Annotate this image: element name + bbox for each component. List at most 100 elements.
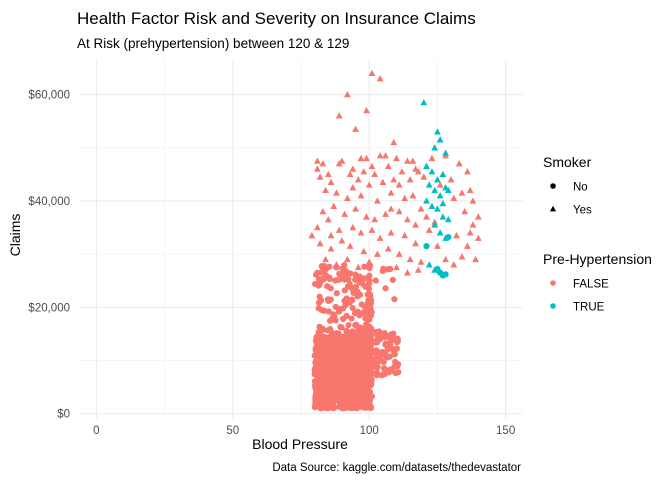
point-nonsmoker-normal [360,309,367,316]
point-nonsmoker-normal [318,358,325,366]
point-nonsmoker-normal [373,369,380,376]
point-smoker-normal [469,221,477,228]
point-nonsmoker-normal [367,293,374,300]
point-nonsmoker-normal [346,344,353,351]
point-nonsmoker-normal [339,395,346,403]
point-nonsmoker-normal [326,369,333,376]
point-nonsmoker-normal [315,305,322,312]
point-nonsmoker-normal [340,269,347,277]
point-nonsmoker-normal [325,297,332,305]
point-smoker-normal [450,261,458,268]
point-nonsmoker-normal [323,344,330,351]
point-smoker-prehypertension [428,168,436,175]
point-nonsmoker-normal [348,315,355,322]
point-smoker-normal [365,181,373,188]
point-smoker-normal [458,253,466,260]
point-nonsmoker-normal [345,352,352,359]
point-nonsmoker-normal [353,345,360,352]
x-axis-ticks: 0 50 100 150 [93,425,515,437]
point-nonsmoker-normal [391,336,399,343]
point-nonsmoker-normal [355,325,362,332]
point-nonsmoker-normal [324,283,331,290]
point-smoker-normal [458,189,466,196]
point-smoker-prehypertension [420,98,428,106]
point-smoker-normal [313,223,321,231]
legend-label: FALSE [573,279,609,291]
point-smoker-normal [474,213,482,220]
point-nonsmoker-normal [312,337,319,344]
point-smoker-normal [395,207,403,215]
point-smoker-normal [409,157,417,164]
point-smoker-normal [376,75,384,82]
point-smoker-normal [354,176,362,183]
point-nonsmoker-normal [348,362,355,369]
legend-title: Smoker [543,154,592,170]
point-smoker-prehypertension [434,176,441,183]
point-nonsmoker-normal [366,262,374,269]
point-smoker-prehypertension [444,215,452,223]
point-nonsmoker-normal [325,308,332,315]
point-nonsmoker-normal [328,384,335,391]
point-nonsmoker-normal [392,358,399,366]
point-smoker-normal [447,176,455,183]
point-smoker-normal [343,194,351,201]
point-smoker-normal [401,194,409,201]
point-nonsmoker-normal [348,402,356,409]
point-smoker-normal [346,170,354,178]
point-nonsmoker-normal [365,313,372,321]
point-nonsmoker-normal [353,388,360,395]
point-smoker-normal [371,215,379,223]
point-smoker-normal [324,215,332,223]
point-nonsmoker-normal [332,396,339,403]
point-smoker-normal [363,213,370,220]
point-smoker-normal [343,255,351,263]
point-nonsmoker-normal [345,321,352,329]
legend-key-circle [550,183,556,189]
point-smoker-normal [352,125,359,132]
point-smoker-prehypertension [428,202,436,209]
point-nonsmoker-normal [362,335,369,343]
point-nonsmoker-normal [343,312,350,320]
x-tick-label: 100 [360,425,379,437]
point-smoker-normal [425,226,433,233]
point-smoker-prehypertension [431,186,439,194]
point-nonsmoker-normal [366,272,373,279]
legend-key-color [550,303,556,309]
point-smoker-prehypertension [425,181,433,188]
point-nonsmoker-normal [366,277,373,284]
point-nonsmoker-normal [327,326,334,333]
point-smoker-normal [357,154,365,162]
point-smoker-normal [412,221,419,228]
point-smoker-prehypertension [434,128,441,135]
point-nonsmoker-normal [350,356,357,363]
point-nonsmoker-normal [312,382,319,389]
point-nonsmoker-normal [317,364,325,371]
point-nonsmoker-normal [333,290,340,297]
point-nonsmoker-normal [365,285,373,292]
point-nonsmoker-normal [337,385,344,392]
y-tick-label: $60,000 [28,90,70,102]
point-nonsmoker-normal [334,276,341,284]
point-nonsmoker-normal [339,305,347,312]
point-nonsmoker-normal [311,352,318,359]
point-smoker-normal [308,231,316,239]
point-nonsmoker-normal [371,363,378,370]
point-smoker-normal [379,178,387,186]
point-smoker-normal [382,210,389,217]
y-axis-label: Claims [7,214,23,257]
point-smoker-prehypertension [436,192,444,199]
point-smoker-normal [464,242,471,249]
point-smoker-normal [461,207,469,215]
point-nonsmoker-normal [330,348,337,356]
point-smoker-normal [393,154,400,162]
point-smoker-normal [384,245,392,252]
point-smoker-prehypertension [425,261,433,268]
point-smoker-normal [327,231,335,239]
point-nonsmoker-normal [333,355,341,362]
point-smoker-normal [338,237,346,244]
y-tick-label: $20,000 [28,302,70,314]
point-nonsmoker-normal [341,404,348,412]
point-smoker-normal [319,160,327,167]
point-smoker-normal [434,242,441,249]
legend-key-color [550,280,556,286]
